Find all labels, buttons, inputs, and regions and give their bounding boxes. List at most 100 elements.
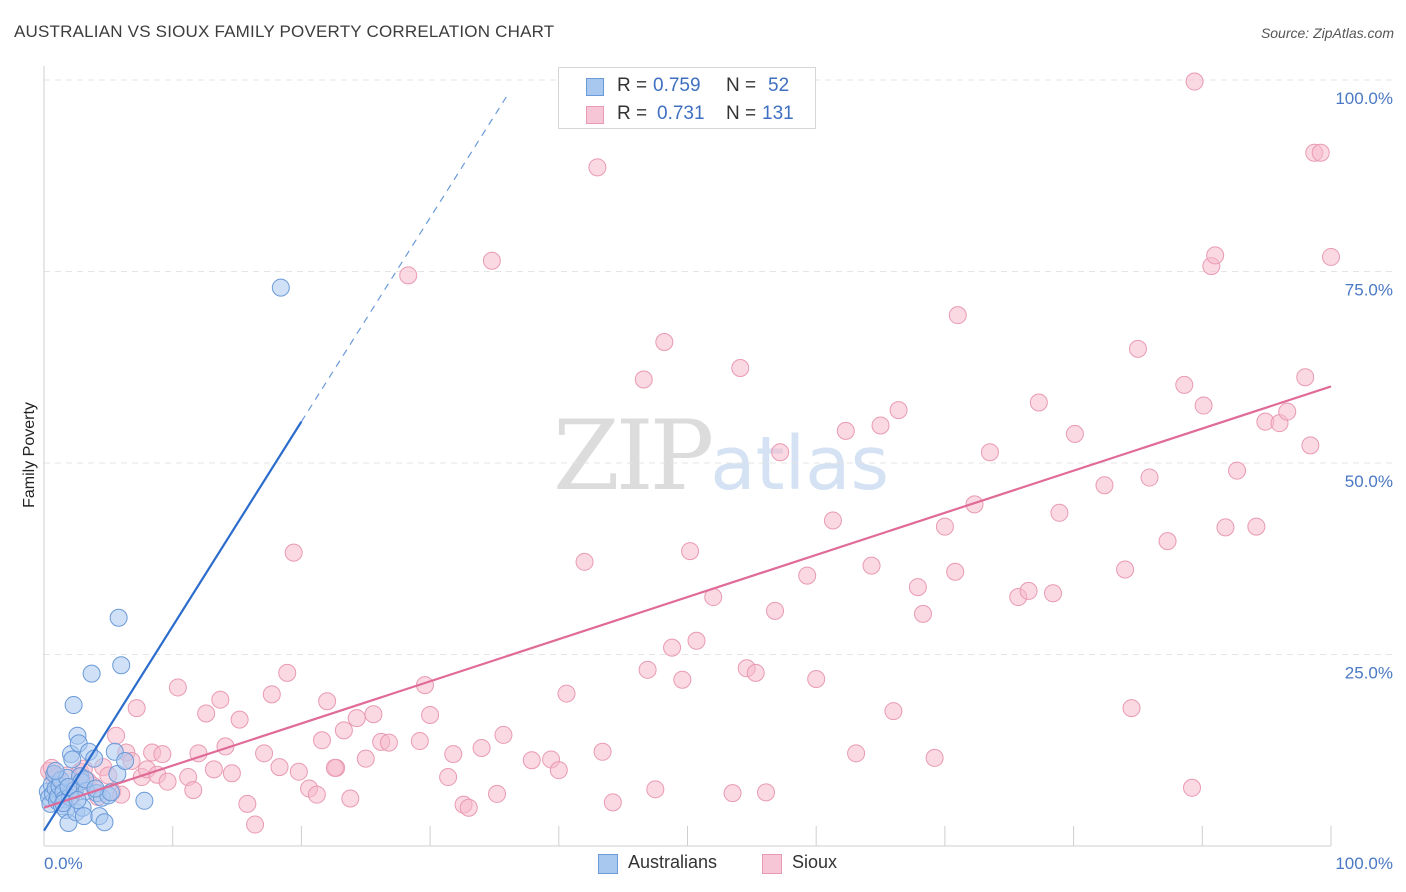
sioux-point-137	[325, 758, 344, 777]
sioux-point-63	[444, 745, 463, 764]
australians-point-41	[112, 656, 131, 675]
sioux-point-94	[823, 511, 842, 530]
grid-lines	[44, 79, 1393, 655]
sioux-point-121	[1183, 778, 1202, 797]
sioux-point-66	[482, 251, 501, 270]
chart-title: AUSTRALIAN VS SIOUX FAMILY POVERTY CORRE…	[14, 22, 555, 41]
sioux-point-89	[757, 783, 776, 802]
sioux-point-38	[238, 794, 257, 813]
australians-trend-line	[43, 421, 303, 832]
sioux-point-37	[230, 710, 249, 729]
stats-box: R = 0.759 N = 52 R = 0.731 N = 131	[558, 67, 816, 129]
stats-swatch-australians	[586, 78, 604, 96]
watermark: ZIPatlas	[553, 400, 889, 512]
trend-lines	[43, 94, 1332, 832]
sioux-point-78	[646, 780, 665, 799]
y-tick-label-3: 100.0%	[1335, 89, 1393, 108]
sioux-point-107	[980, 443, 999, 462]
australians-point-19	[63, 750, 82, 769]
sioux-point-100	[889, 401, 908, 420]
sioux-point-111	[1044, 584, 1063, 603]
sioux-point-136	[1322, 247, 1340, 266]
sioux-point-112	[1050, 503, 1069, 522]
sioux-point-93	[807, 670, 826, 689]
sioux-point-33	[204, 760, 223, 779]
sioux-point-49	[318, 692, 337, 711]
sioux-point-102	[914, 604, 933, 623]
sioux-points	[40, 72, 1340, 834]
sioux-point-113	[1065, 424, 1084, 443]
sioux-point-72	[557, 684, 576, 703]
sioux-point-92	[798, 566, 817, 585]
watermark-atlas: atlas	[710, 421, 890, 507]
australians-point-31	[82, 664, 101, 683]
y-tick-label-2: 75.0%	[1345, 281, 1393, 300]
stats-n-label: N =	[726, 103, 757, 124]
sioux-point-32	[197, 704, 216, 723]
sioux-point-77	[638, 660, 657, 679]
axes	[43, 66, 1332, 847]
sioux-point-104	[946, 562, 965, 581]
sioux-point-45	[289, 762, 308, 781]
sioux-point-114	[1095, 476, 1114, 495]
sioux-point-48	[312, 731, 331, 750]
sioux-point-76	[634, 370, 653, 389]
sioux-point-88	[746, 663, 765, 682]
sioux-point-91	[771, 443, 790, 462]
sioux-point-97	[862, 556, 881, 575]
sioux-point-83	[687, 631, 706, 650]
sioux-point-138	[593, 742, 612, 761]
stats-n-label: N =	[726, 75, 757, 96]
sioux-point-98	[871, 416, 890, 435]
australians-point-48	[59, 778, 78, 797]
sioux-point-30	[184, 781, 203, 800]
stats-n-value: 131	[762, 103, 794, 124]
sioux-point-67	[488, 784, 507, 803]
australians-point-42	[116, 751, 135, 770]
sioux-point-120	[1175, 375, 1194, 394]
stats-r-value: 0.759	[653, 75, 701, 96]
sioux-point-61	[421, 706, 440, 725]
sioux-point-55	[364, 705, 383, 724]
stats-swatch-sioux	[586, 106, 604, 124]
australians-point-20	[64, 696, 83, 715]
sioux-point-34	[211, 690, 230, 709]
y-tick-label-0: 25.0%	[1345, 664, 1393, 683]
sioux-point-99	[884, 702, 903, 721]
sioux-point-80	[663, 638, 682, 657]
legend-swatch-australians	[598, 854, 618, 874]
australians-point-36	[95, 813, 114, 832]
sioux-point-101	[908, 578, 927, 597]
sioux-point-43	[278, 663, 297, 682]
x-tick-label-1: 100.0%	[1335, 854, 1393, 873]
sioux-point-131	[1278, 402, 1297, 421]
sioux-point-58	[399, 266, 418, 285]
sioux-point-139	[925, 748, 944, 767]
stats-r-value: 0.731	[657, 103, 705, 124]
sioux-point-44	[284, 543, 303, 562]
sioux-point-118	[1140, 468, 1159, 487]
sioux-point-140	[459, 798, 478, 817]
sioux-point-36	[222, 764, 241, 783]
sioux-point-82	[681, 542, 700, 561]
australians-trend-extension	[300, 94, 508, 422]
sioux-point-75	[603, 793, 622, 812]
sioux-point-79	[655, 332, 674, 351]
sioux-point-69	[522, 751, 541, 770]
sioux-point-26	[153, 745, 172, 764]
sioux-point-116	[1122, 699, 1141, 718]
sioux-point-62	[439, 768, 458, 787]
sioux-point-125	[1206, 246, 1225, 265]
sioux-point-122	[1185, 72, 1204, 91]
sioux-point-105	[948, 306, 967, 325]
sioux-point-52	[341, 789, 360, 808]
sioux-point-54	[356, 749, 375, 768]
sioux-point-68	[494, 725, 513, 744]
sioux-point-128	[1247, 517, 1266, 536]
sioux-point-123	[1194, 396, 1213, 415]
sioux-point-41	[262, 685, 281, 704]
sioux-point-110	[1029, 393, 1048, 412]
sioux-point-126	[1216, 518, 1235, 537]
australians-point-43	[135, 791, 154, 810]
